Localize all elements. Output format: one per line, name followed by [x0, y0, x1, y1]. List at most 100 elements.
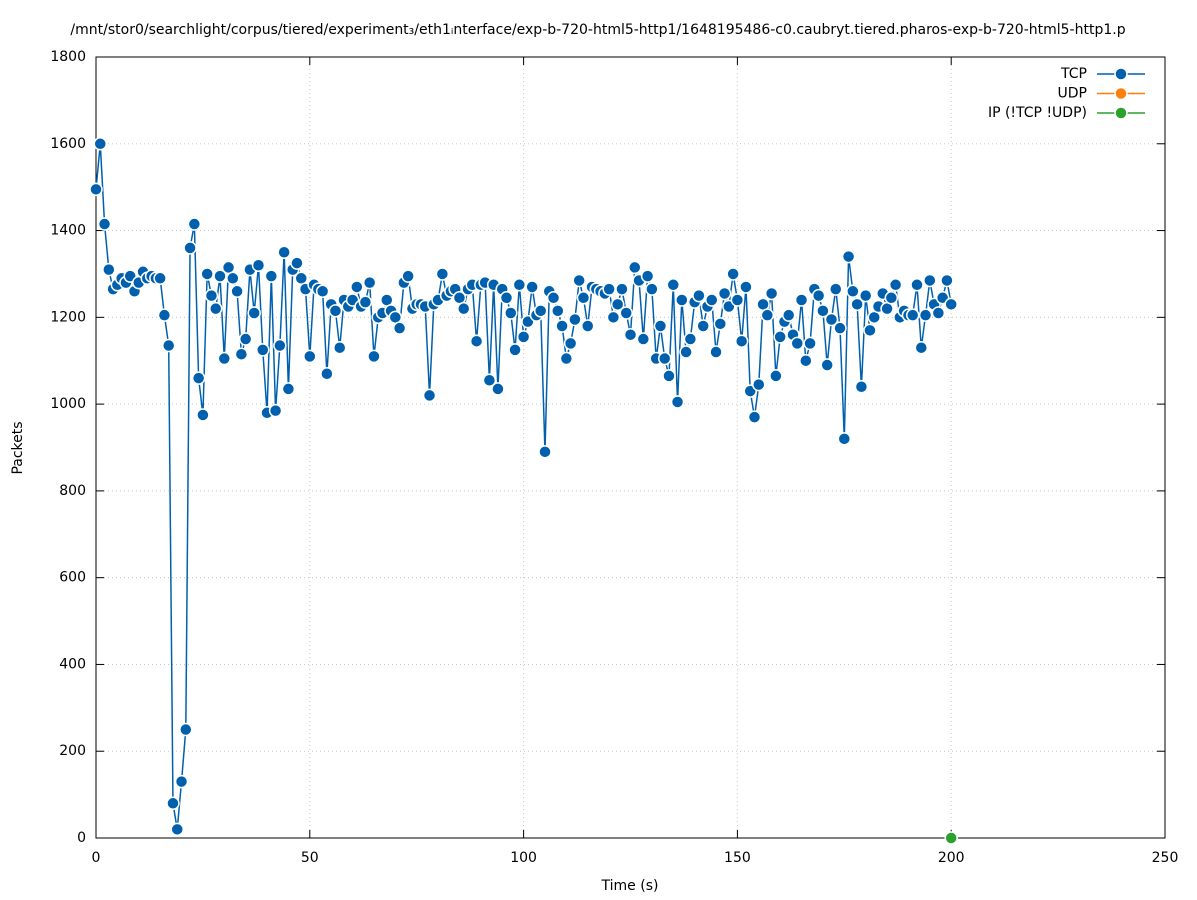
- y-tick-label: 1400: [50, 223, 86, 239]
- data-point: [251, 258, 266, 273]
- data-point: [769, 369, 783, 383]
- data-point: [213, 269, 227, 283]
- x-tick-label: 200: [938, 850, 965, 866]
- data-point: [619, 306, 633, 320]
- data-point: [645, 282, 659, 296]
- data-point: [670, 395, 685, 409]
- data-point: [392, 321, 407, 335]
- data-point: [888, 278, 903, 292]
- data-point: [166, 796, 180, 811]
- data-point: [811, 288, 826, 303]
- y-axis-label: Packets: [10, 421, 26, 474]
- data-point: [666, 278, 681, 292]
- data-point: [692, 288, 706, 303]
- data-point: [803, 336, 817, 351]
- data-point: [256, 343, 270, 357]
- data-point: [264, 269, 279, 283]
- data-point: [504, 306, 518, 320]
- data-point: [247, 306, 261, 320]
- data-point: [824, 312, 839, 327]
- data-point: [628, 260, 642, 275]
- data-point: [773, 330, 787, 344]
- data-point: [208, 301, 223, 316]
- data-point: [191, 371, 206, 385]
- data-point: [704, 293, 719, 307]
- data-point: [508, 343, 522, 357]
- data-point: [863, 323, 877, 338]
- data-point: [760, 308, 775, 322]
- data-point: [435, 267, 450, 281]
- data-point: [153, 271, 167, 286]
- data-point: [281, 382, 296, 396]
- data-point: [781, 308, 796, 322]
- data-point: [350, 280, 364, 294]
- data-point: [833, 321, 847, 335]
- data-point: [734, 334, 749, 348]
- y-tick-label: 200: [59, 743, 86, 759]
- data-point: [157, 308, 172, 322]
- x-tick-label: 100: [510, 850, 537, 866]
- data-point: [290, 256, 304, 270]
- data-point: [93, 137, 108, 151]
- data-point: [546, 291, 561, 305]
- data-point: [230, 284, 244, 299]
- data-point: [713, 317, 728, 331]
- data-point: [187, 217, 202, 231]
- data-point: [657, 351, 672, 366]
- data-point: [940, 273, 954, 288]
- data-point: [320, 366, 334, 381]
- data-point: [217, 351, 232, 366]
- data-point: [837, 432, 852, 446]
- data-point: [610, 297, 625, 312]
- data-point: [174, 774, 189, 789]
- data-point: [559, 351, 574, 366]
- series-line: [95, 143, 952, 830]
- data-point: [640, 269, 655, 283]
- data-point: [944, 297, 958, 312]
- data-point: [662, 369, 676, 383]
- legend-swatch: [1114, 67, 1128, 81]
- data-point: [679, 345, 693, 359]
- data-point: [367, 349, 381, 364]
- data-point: [884, 291, 899, 305]
- legend-label: UDP: [1058, 86, 1087, 102]
- data-point: [568, 312, 582, 327]
- data-point: [726, 267, 740, 281]
- data-point: [636, 332, 651, 346]
- data-point: [623, 327, 638, 342]
- data-point: [332, 340, 347, 355]
- data-point: [572, 273, 586, 288]
- y-tick-label: 800: [59, 483, 86, 499]
- y-tick-label: 1600: [50, 136, 86, 152]
- data-point: [910, 278, 924, 292]
- data-point: [516, 330, 531, 344]
- data-point: [204, 288, 219, 303]
- data-point: [179, 722, 193, 737]
- data-point: [816, 304, 830, 318]
- data-point: [200, 267, 214, 281]
- data-point: [491, 382, 505, 396]
- y-tick-label: 1800: [50, 49, 86, 65]
- data-point: [850, 297, 864, 312]
- data-point: [563, 336, 578, 351]
- data-point: [456, 301, 471, 316]
- data-point: [328, 304, 343, 318]
- data-point: [944, 831, 958, 845]
- data-point: [828, 282, 843, 296]
- data-point: [709, 345, 723, 359]
- data-point: [931, 306, 946, 320]
- y-tick-label: 400: [59, 656, 86, 672]
- y-tick-label: 1000: [50, 396, 86, 412]
- data-point: [277, 245, 291, 259]
- legend-swatch: [1114, 86, 1128, 101]
- legend-label: IP (!TCP !UDP): [988, 105, 1087, 121]
- data-point: [512, 278, 527, 292]
- data-point: [183, 241, 197, 255]
- x-tick-label: 250: [1152, 850, 1179, 866]
- data-point: [820, 358, 834, 372]
- plot-border: [95, 56, 1166, 839]
- data-point: [226, 271, 240, 286]
- data-point: [752, 377, 766, 392]
- data-point: [858, 288, 873, 303]
- y-tick-label: 1200: [50, 309, 86, 325]
